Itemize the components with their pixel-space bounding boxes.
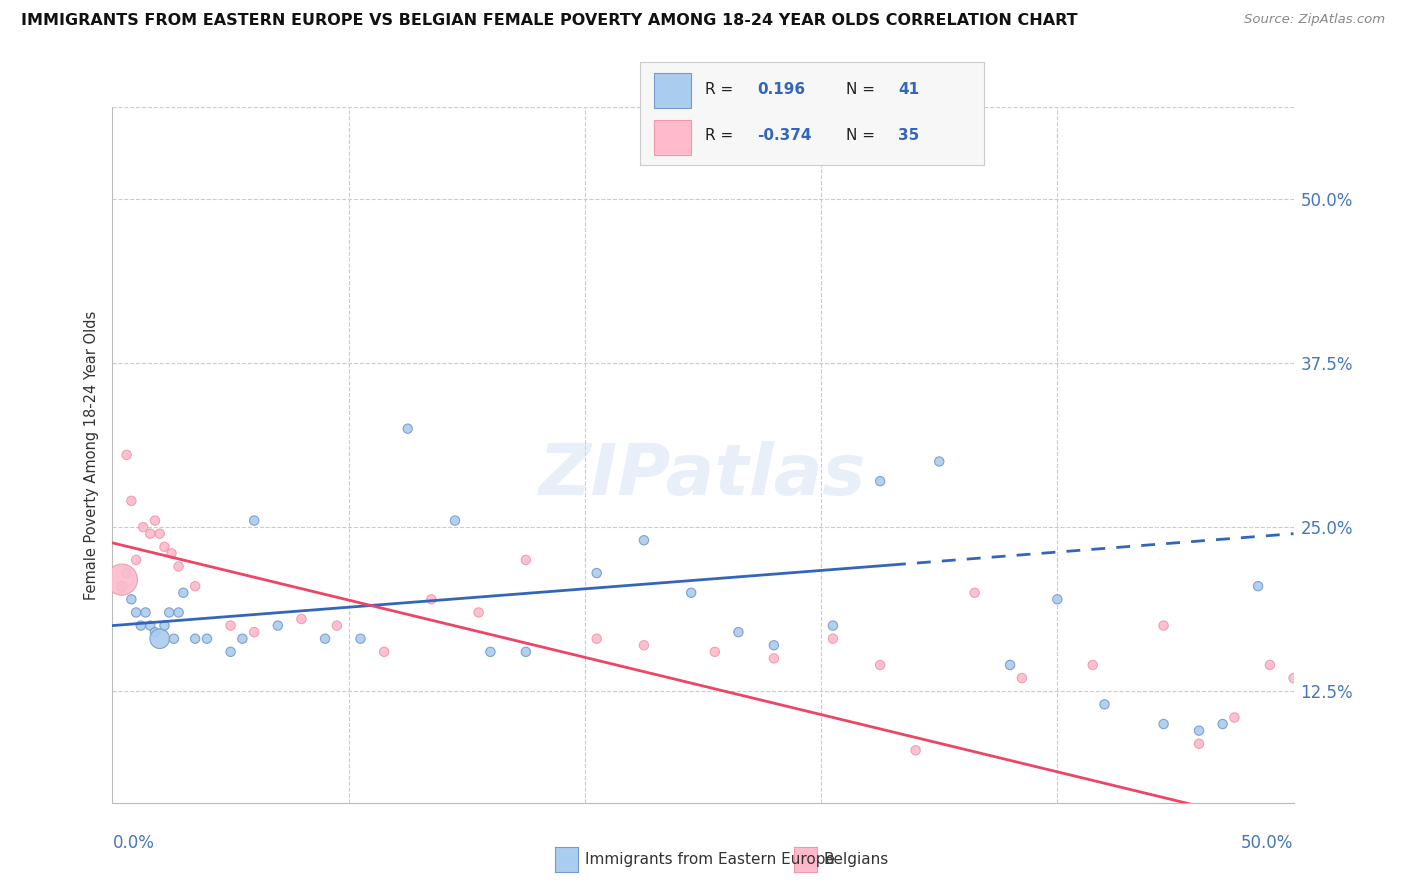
Point <box>349 632 371 646</box>
Point <box>115 566 138 580</box>
Point <box>963 586 986 600</box>
Point <box>585 566 607 580</box>
Point <box>160 546 183 560</box>
Point <box>928 454 950 468</box>
Point <box>998 657 1021 672</box>
Point <box>904 743 927 757</box>
Point <box>243 514 266 528</box>
Point <box>515 553 537 567</box>
Point <box>1212 717 1234 731</box>
Point <box>314 632 336 646</box>
Point <box>444 514 467 528</box>
Text: 41: 41 <box>898 82 920 97</box>
Point <box>1247 579 1270 593</box>
Point <box>153 618 176 632</box>
Point <box>1011 671 1033 685</box>
Point <box>869 657 891 672</box>
Point <box>184 632 207 646</box>
Point <box>243 625 266 640</box>
Text: Source: ZipAtlas.com: Source: ZipAtlas.com <box>1244 13 1385 27</box>
Point <box>125 606 148 620</box>
Point <box>195 632 218 646</box>
Text: ZIPatlas: ZIPatlas <box>540 442 866 510</box>
Text: 0.196: 0.196 <box>756 82 806 97</box>
Point <box>1046 592 1069 607</box>
Point <box>290 612 312 626</box>
Point <box>120 592 142 607</box>
Text: 0.0%: 0.0% <box>112 834 155 852</box>
Point <box>681 586 703 600</box>
Point <box>1188 737 1211 751</box>
Text: -0.374: -0.374 <box>756 128 811 144</box>
Text: N =: N = <box>846 128 880 144</box>
Point <box>111 579 134 593</box>
Point <box>115 448 138 462</box>
Point <box>149 526 172 541</box>
Text: Belgians: Belgians <box>824 853 889 867</box>
Point <box>1258 657 1281 672</box>
Point <box>467 606 489 620</box>
Text: 50.0%: 50.0% <box>1241 834 1294 852</box>
Point <box>1282 671 1305 685</box>
Point <box>172 586 194 600</box>
Point <box>633 638 655 652</box>
Point <box>1081 657 1104 672</box>
Point <box>132 520 155 534</box>
Point <box>129 618 152 632</box>
Point <box>143 625 166 640</box>
Point <box>139 618 162 632</box>
Point <box>167 559 190 574</box>
Point <box>727 625 749 640</box>
Point <box>1188 723 1211 738</box>
Point <box>1223 710 1246 724</box>
Point <box>762 651 785 665</box>
Y-axis label: Female Poverty Among 18-24 Year Olds: Female Poverty Among 18-24 Year Olds <box>84 310 100 599</box>
Point <box>219 618 242 632</box>
Bar <box>654 120 692 155</box>
Point <box>821 632 844 646</box>
Point <box>149 632 172 646</box>
Point <box>153 540 176 554</box>
Text: R =: R = <box>706 128 738 144</box>
Point <box>585 632 607 646</box>
Point <box>396 422 419 436</box>
Point <box>420 592 443 607</box>
Text: IMMIGRANTS FROM EASTERN EUROPE VS BELGIAN FEMALE POVERTY AMONG 18-24 YEAR OLDS C: IMMIGRANTS FROM EASTERN EUROPE VS BELGIA… <box>21 13 1078 29</box>
Point <box>125 553 148 567</box>
Point <box>762 638 785 652</box>
Point <box>120 494 142 508</box>
Point <box>326 618 349 632</box>
Point <box>703 645 725 659</box>
Point <box>515 645 537 659</box>
Point <box>633 533 655 548</box>
Point <box>163 632 186 646</box>
Point <box>821 618 844 632</box>
Point <box>135 606 157 620</box>
Point <box>1094 698 1116 712</box>
Point <box>267 618 290 632</box>
Text: N =: N = <box>846 82 880 97</box>
Text: 35: 35 <box>898 128 920 144</box>
Point <box>111 573 134 587</box>
Point <box>167 606 190 620</box>
Text: R =: R = <box>706 82 738 97</box>
Point <box>219 645 242 659</box>
Point <box>231 632 253 646</box>
Bar <box>654 73 692 108</box>
Point <box>869 474 891 488</box>
Point <box>1153 717 1175 731</box>
Point <box>143 514 166 528</box>
Point <box>184 579 207 593</box>
Text: Immigrants from Eastern Europe: Immigrants from Eastern Europe <box>585 853 835 867</box>
Point <box>479 645 502 659</box>
Point <box>373 645 395 659</box>
Point <box>157 606 180 620</box>
Point <box>139 526 162 541</box>
Point <box>1153 618 1175 632</box>
